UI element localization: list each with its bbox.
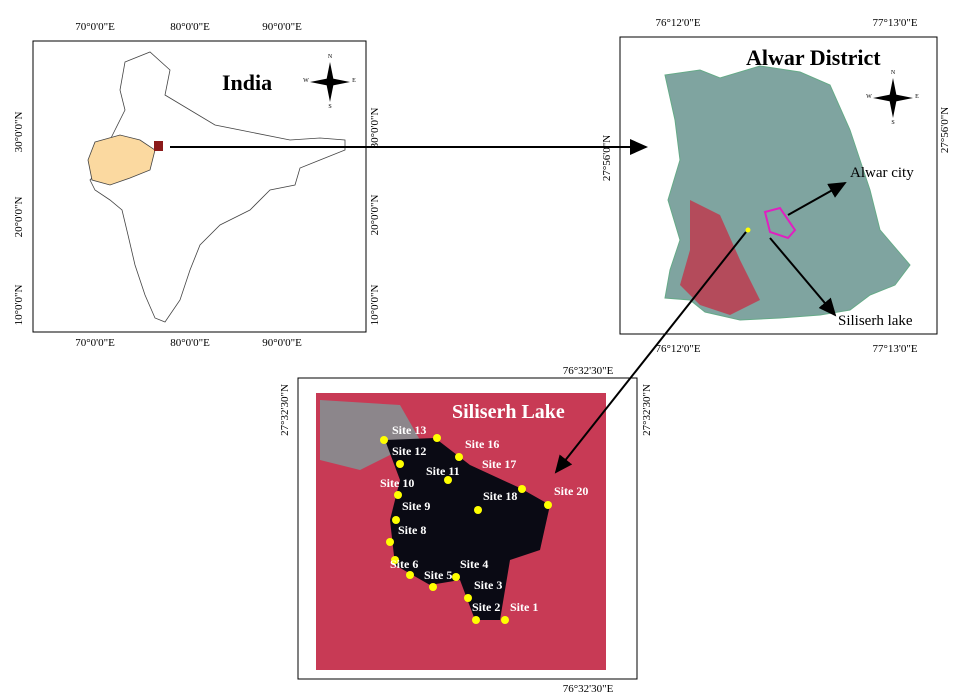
tick-label: 27°32'30"N (641, 384, 653, 436)
compass-letter: N (891, 70, 896, 76)
tick-label: 30°0'0"N (13, 112, 25, 153)
tick-label: 90°0'0"E (262, 337, 302, 349)
site-label: Site 16 (465, 437, 499, 451)
site-dot (396, 460, 404, 468)
tick-label: 20°0'0"N (369, 195, 381, 236)
tick-label: 10°0'0"N (369, 285, 381, 326)
site-dot (429, 583, 437, 591)
tick-label: 20°0'0"N (13, 197, 25, 238)
site-dot (474, 506, 482, 514)
tick-label: 77°13'0"E (872, 343, 917, 355)
site-dot (386, 538, 394, 546)
site-label: Site 10 (380, 476, 414, 490)
tick-label: 76°12'0"E (655, 17, 700, 29)
figure: India Alwar District Alwar city Siliserh… (0, 0, 953, 698)
lake-location (746, 228, 751, 233)
tick-label: 76°12'0"E (655, 343, 700, 355)
compass-letter: S (328, 104, 331, 110)
site-dot (518, 485, 526, 493)
tick-label: 77°13'0"E (872, 17, 917, 29)
compass-letter: N (328, 54, 333, 60)
site-label: Site 2 (472, 600, 500, 614)
site-label: Site 8 (398, 523, 426, 537)
site-dot (406, 571, 414, 579)
site-label: Site 9 (402, 499, 430, 513)
compass-letter: W (866, 94, 872, 100)
compass-letter: W (303, 78, 309, 84)
alwar-city-label: Alwar city (850, 165, 914, 181)
siliserh-title: Siliserh Lake (452, 401, 565, 423)
tick-label: 90°0'0"E (262, 21, 302, 33)
site-label: Site 11 (426, 464, 460, 478)
alwar-title: Alwar District (746, 45, 881, 70)
tick-label: 76°32'30"E (563, 683, 614, 695)
site-dot (380, 436, 388, 444)
site-dot (501, 616, 509, 624)
tick-label: 30°0'0"N (369, 108, 381, 149)
compass-letter: E (352, 78, 356, 84)
site-label: Site 20 (554, 484, 588, 498)
india-title: India (222, 70, 272, 95)
site-label: Site 6 (390, 557, 418, 571)
tick-label: 76°32'30"E (563, 365, 614, 377)
page: India Alwar District Alwar city Siliserh… (0, 0, 953, 698)
tick-label: 10°0'0"N (13, 285, 25, 326)
site-dot (433, 434, 441, 442)
site-label: Site 18 (483, 489, 517, 503)
site-label: Site 5 (424, 568, 452, 582)
tick-label: 80°0'0"E (170, 337, 210, 349)
site-label: Site 17 (482, 457, 516, 471)
site-label: Site 12 (392, 444, 426, 458)
site-label: Site 13 (392, 423, 426, 437)
tick-label: 27°56'0"N (939, 107, 951, 153)
siliserh-lake-label: Siliserh lake (838, 313, 913, 329)
tick-label: 70°0'0"E (75, 21, 115, 33)
site-dot (464, 594, 472, 602)
site-label: Site 4 (460, 557, 488, 571)
site-dot (394, 491, 402, 499)
tick-label: 27°32'30"N (279, 384, 291, 436)
tick-label: 27°56'0"N (601, 135, 613, 181)
site-label: Site 3 (474, 578, 502, 592)
compass-letter: S (891, 120, 894, 126)
tick-label: 80°0'0"E (170, 21, 210, 33)
tick-label: 70°0'0"E (75, 337, 115, 349)
site-dot (544, 501, 552, 509)
alwar-location (154, 141, 163, 151)
site-label: Site 1 (510, 600, 538, 614)
site-dot (452, 573, 460, 581)
site-dot (455, 453, 463, 461)
site-dot (472, 616, 480, 624)
compass-letter: E (915, 94, 919, 100)
